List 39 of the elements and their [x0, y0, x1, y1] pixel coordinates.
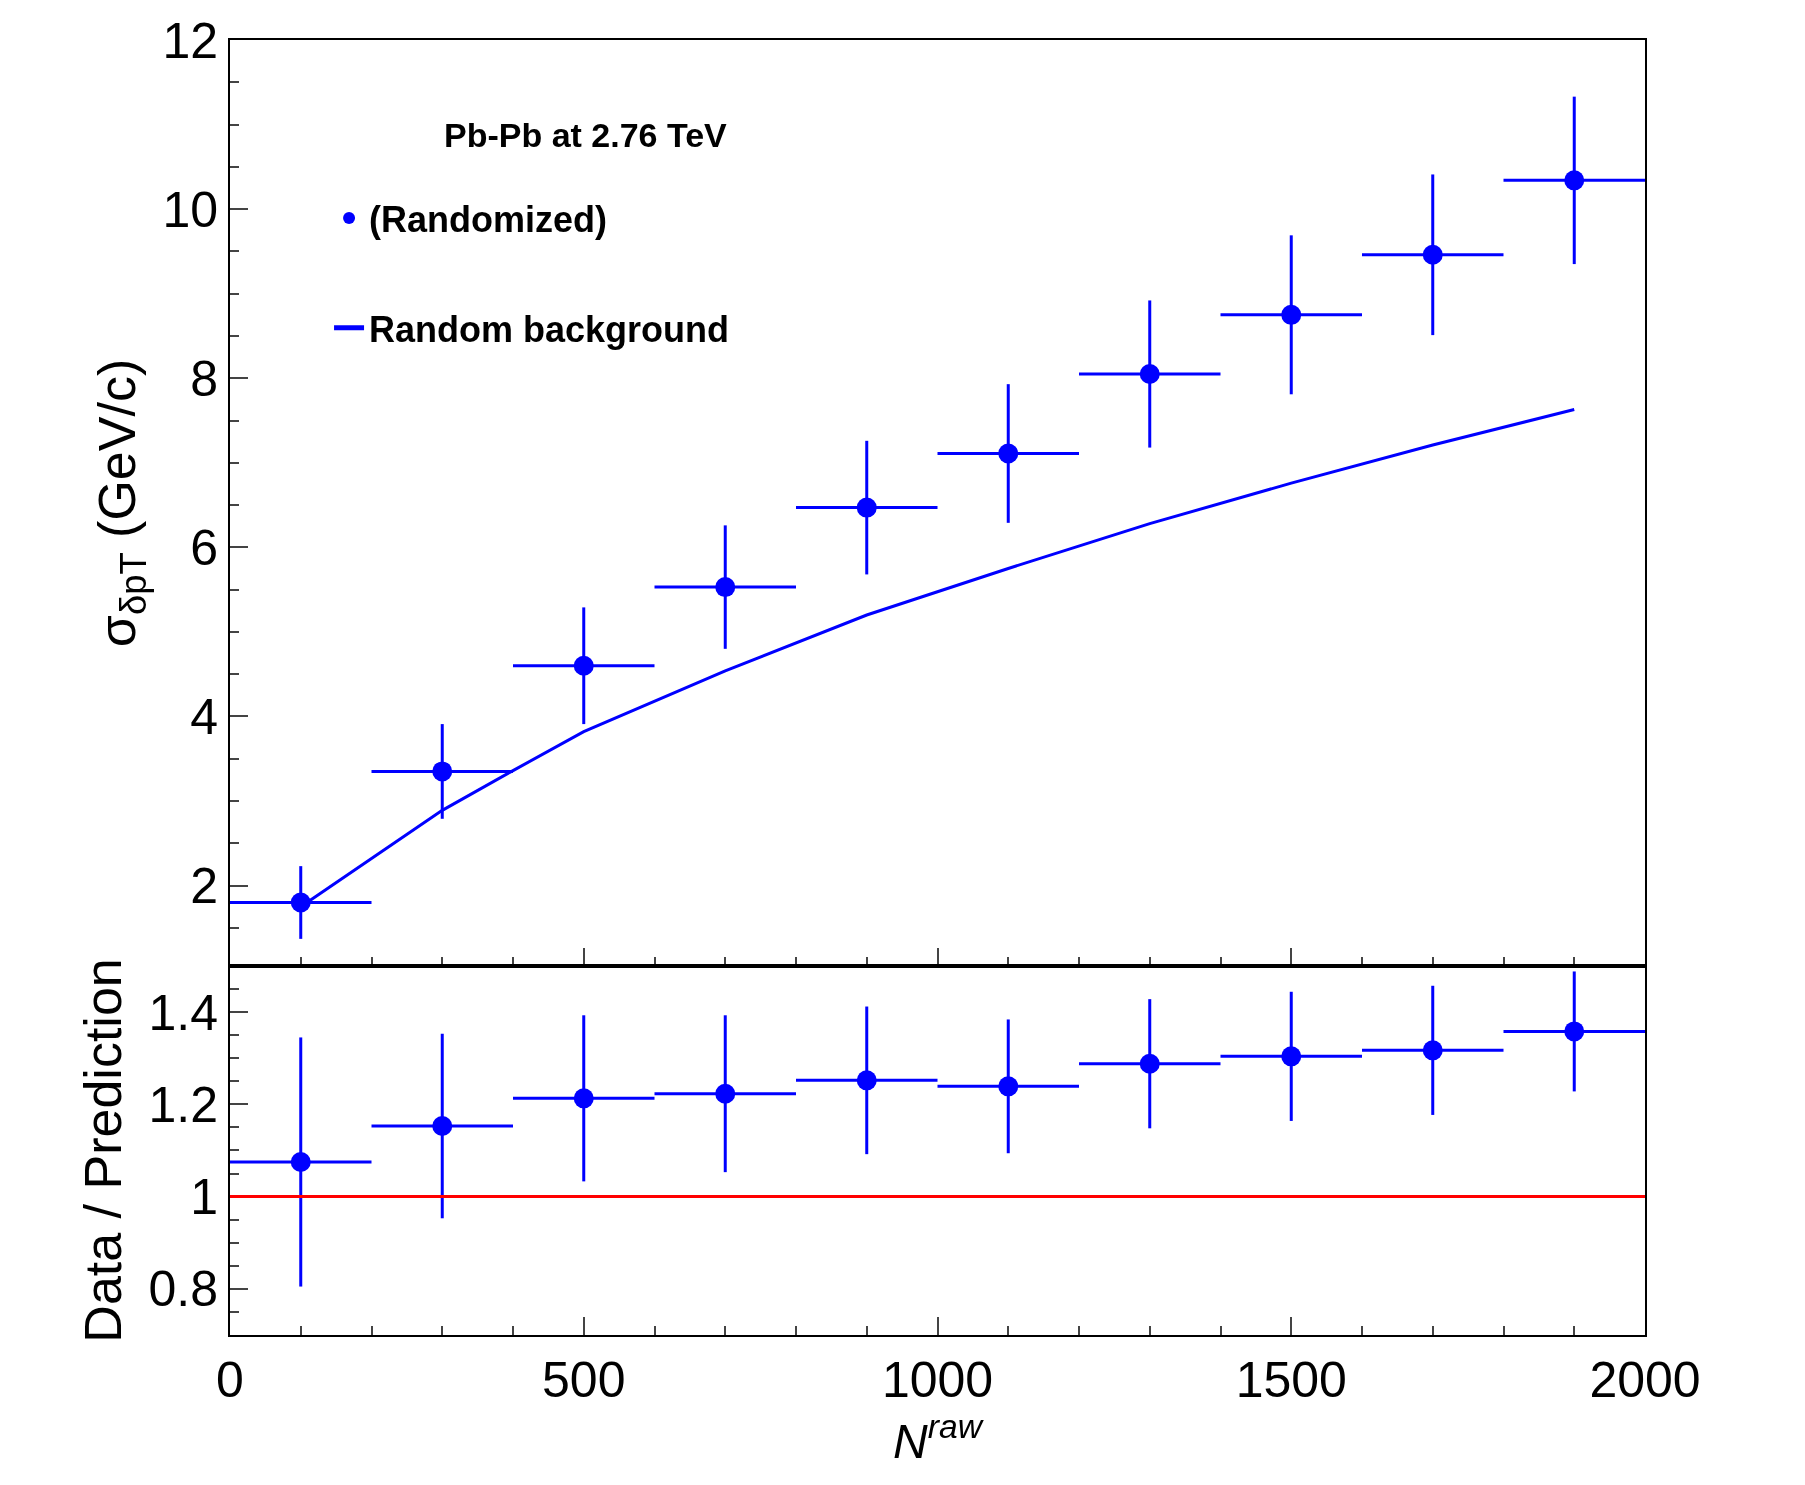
y-tick-label: 0.8	[148, 1261, 218, 1318]
point	[1564, 170, 1585, 191]
x-tick-label: 1500	[1235, 1352, 1347, 1408]
point	[1422, 244, 1443, 265]
x-tick-label: 2000	[1589, 1352, 1701, 1408]
x-tick-label: 1000	[881, 1352, 994, 1408]
legend-label: Random background	[369, 308, 730, 350]
y-tick-label: 1.4	[148, 984, 218, 1041]
point	[856, 497, 877, 518]
y-tick-label: 6	[190, 519, 218, 576]
point	[1564, 1021, 1585, 1042]
y-tick-label: 1.2	[148, 1076, 218, 1133]
y-axis-title: Data / Prediction	[74, 958, 133, 1343]
annotation: Pb-Pb at 2.76 TeV	[444, 116, 728, 154]
x-tick-label: 500	[542, 1352, 626, 1408]
y-tick-label: 10	[162, 181, 218, 238]
point	[715, 1083, 736, 1104]
point	[290, 1151, 311, 1172]
y-tick-label: 2	[190, 858, 218, 915]
point	[1281, 304, 1302, 325]
point	[1281, 1046, 1302, 1067]
point	[432, 1116, 453, 1137]
y-tick-label: 8	[190, 350, 218, 407]
point	[1139, 1053, 1160, 1074]
point	[1422, 1040, 1443, 1061]
point	[998, 1076, 1019, 1097]
point	[998, 443, 1019, 464]
x-tick-label: 0	[216, 1352, 244, 1408]
point	[573, 1088, 594, 1109]
point	[856, 1070, 877, 1091]
point	[573, 655, 594, 676]
y-tick-label: 12	[162, 12, 218, 69]
y-tick-label: 4	[190, 688, 218, 745]
point	[715, 577, 736, 598]
legend-label: (Randomized)	[369, 199, 608, 241]
x-axis-title: N$^{raw}$	[893, 1408, 985, 1469]
y-tick-label: 1	[190, 1169, 218, 1226]
point	[1139, 364, 1160, 384]
point	[432, 761, 453, 782]
